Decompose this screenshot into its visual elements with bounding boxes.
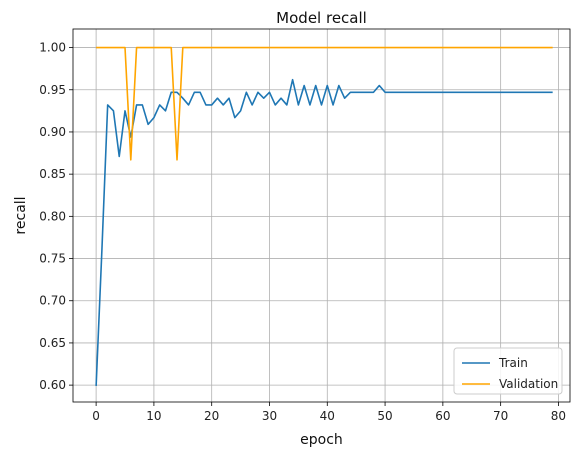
- x-tick-label: 70: [493, 409, 508, 423]
- x-tick-label: 80: [551, 409, 566, 423]
- y-tick-label: 0.60: [39, 378, 66, 392]
- legend-label-validation: Validation: [499, 377, 558, 391]
- y-tick-label: 0.85: [39, 167, 66, 181]
- y-tick-label: 0.90: [39, 125, 66, 139]
- y-tick-label: 0.80: [39, 209, 66, 223]
- y-tick-label: 0.75: [39, 252, 66, 266]
- x-tick-label: 50: [377, 409, 392, 423]
- plot-frame: [72, 28, 571, 403]
- x-tick-label: 20: [204, 409, 219, 423]
- series-layer: [95, 46, 553, 387]
- grid-layer: [73, 29, 570, 402]
- x-tick-label: 10: [146, 409, 161, 423]
- x-tick-label: 0: [92, 409, 100, 423]
- x-axis-label: epoch: [300, 432, 343, 448]
- y-tick-label: 0.95: [39, 83, 66, 97]
- x-tick-label: 60: [435, 409, 450, 423]
- y-axis-label: recall: [13, 196, 29, 234]
- y-tick-label: 0.70: [39, 294, 66, 308]
- y-axis-ticks: 0.60 0.65 0.70 0.75 0.80 0.85 0.90 0.95 1.00: [39, 41, 73, 392]
- y-tick-label: 1.00: [39, 41, 66, 55]
- y-tick-label: 0.65: [39, 336, 66, 350]
- legend-box: [453, 347, 563, 395]
- chart-title: Model recall: [276, 9, 367, 27]
- legend-label-train: Train: [498, 356, 528, 370]
- legend: Train Validation: [453, 347, 563, 395]
- x-axis-ticks: 0 10 20 30 40 50 60 70 80: [92, 402, 566, 423]
- x-tick-label: 40: [320, 409, 335, 423]
- series-line-train: [95, 78, 553, 387]
- x-tick-label: 30: [262, 409, 277, 423]
- series-line-validation: [96, 46, 553, 161]
